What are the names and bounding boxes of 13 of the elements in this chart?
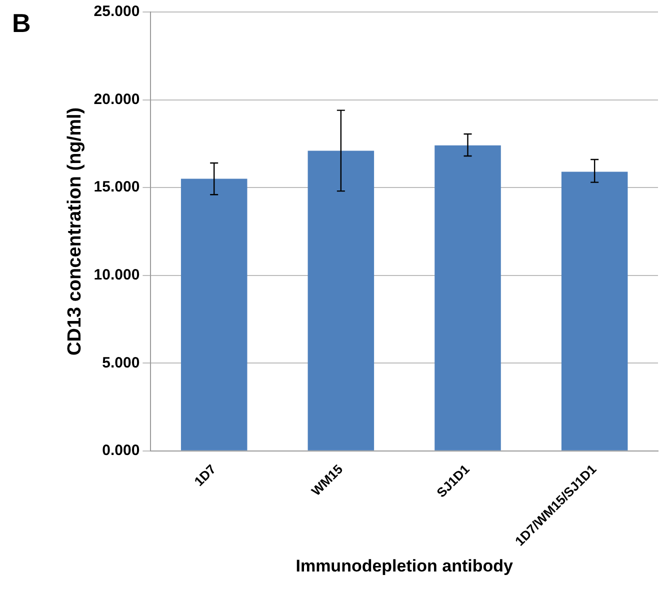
y-tick-label: 20.000 (94, 90, 140, 108)
y-axis-title: CD13 concentration (ng/ml) (64, 107, 86, 356)
bar (434, 145, 501, 450)
bar (180, 178, 248, 450)
bar (308, 150, 374, 450)
x-axis-title: Immunodepletion antibody (296, 556, 514, 576)
y-tick-label: 0.000 (102, 442, 140, 460)
bar (561, 172, 628, 450)
y-tick-label: 10.000 (94, 266, 140, 284)
text: B (12, 8, 31, 39)
y-tick-label: 15.000 (94, 178, 140, 196)
y-tick-label: 5.000 (102, 354, 140, 372)
y-tick-label: 25.000 (94, 3, 140, 20)
